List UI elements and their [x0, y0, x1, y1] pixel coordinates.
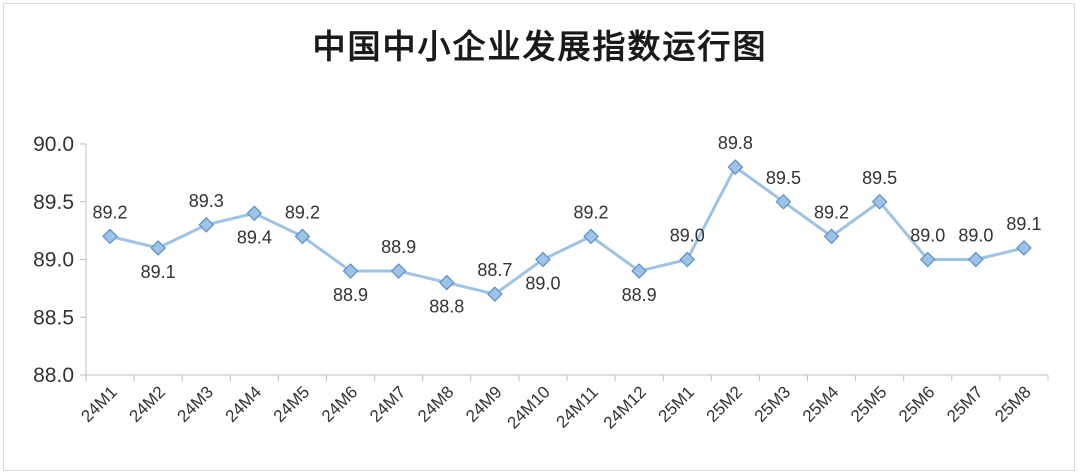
data-point-marker: [679, 251, 696, 268]
data-label: 88.8: [429, 297, 464, 317]
data-point-marker: [631, 263, 647, 279]
y-tick-label: 90.0: [33, 133, 74, 156]
data-point-marker: [871, 193, 888, 210]
chart-title: 中国中小企业发展指数运行图: [312, 27, 768, 66]
data-point-marker: [150, 240, 166, 256]
chart-frame: [3, 3, 1075, 471]
x-tick-label: 24M8: [414, 382, 458, 426]
data-label: 89.0: [910, 226, 945, 246]
series-line-group: 89.2 89.1 89.3 89.4 89.2 88.9 88.9 88.8 88.7 89.0…: [93, 133, 1042, 317]
data-point-marker: [583, 228, 599, 245]
x-tick-label: 25M6: [895, 382, 939, 426]
data-label: 88.9: [381, 237, 416, 257]
x-tick-label: 25M4: [799, 382, 843, 426]
data-point-marker: [775, 193, 792, 210]
data-label: 89.4: [237, 227, 272, 247]
data-label: 89.0: [670, 226, 705, 246]
y-tick-label: 89.0: [33, 249, 74, 272]
series-line: [109, 165, 1025, 296]
y-tick-label: 89.5: [33, 191, 74, 214]
data-point-marker: [294, 228, 311, 245]
x-tick-label: 24M4: [222, 382, 266, 426]
data-label: 89.1: [141, 262, 176, 282]
y-tick-label: 88.0: [33, 364, 74, 387]
data-label: 89.5: [862, 168, 897, 188]
data-point-marker: [438, 274, 455, 291]
data-point-marker: [823, 228, 840, 245]
data-point-marker: [1016, 240, 1032, 256]
x-tick-label: 25M2: [703, 382, 747, 426]
data-point-marker: [727, 159, 744, 175]
data-label: 89.0: [525, 274, 560, 294]
data-label: 89.2: [814, 202, 849, 222]
x-tick-label: 24M11: [553, 382, 602, 431]
x-tick-label: 24M5: [270, 382, 314, 426]
data-point-marker: [390, 263, 407, 279]
data-label: 89.1: [1006, 214, 1041, 234]
data-label: 89.0: [958, 226, 993, 246]
x-tick-label: 24M7: [366, 382, 410, 426]
x-tick-label: 24M6: [318, 382, 362, 426]
data-label: 88.9: [622, 285, 657, 305]
data-point-marker: [342, 263, 359, 279]
x-tick-label: 24M9: [462, 382, 506, 426]
data-label: 88.9: [333, 285, 368, 305]
data-label: 89.8: [718, 133, 753, 153]
x-tick-label: 24M2: [125, 382, 169, 426]
data-point-marker: [968, 251, 984, 268]
data-point-marker: [246, 205, 263, 222]
x-tick-label: 25M7: [943, 382, 987, 426]
y-axis: 88.0 88.5 89.0 89.5 90.0: [33, 133, 87, 387]
x-axis: 24M1 24M2 24M3 24M4 24M5 24M6 24M7 24M8 24M924M1…: [77, 374, 1049, 433]
data-point-marker: [198, 217, 215, 233]
x-tick-label: 25M1: [655, 382, 699, 426]
data-label: 89.3: [189, 191, 224, 211]
x-tick-label: 25M8: [991, 382, 1035, 426]
x-tick-label: 24M1: [77, 382, 121, 426]
x-tick-label: 24M12: [600, 382, 650, 432]
data-label: 88.7: [477, 260, 512, 280]
x-tick-label: 24M10: [504, 382, 554, 432]
data-point-marker: [919, 251, 936, 268]
x-tick-label: 25M5: [847, 382, 891, 426]
data-label: 89.2: [93, 202, 128, 222]
y-tick-label: 88.5: [33, 306, 74, 329]
data-label: 89.2: [285, 202, 320, 222]
data-point-marker: [102, 228, 118, 245]
x-tick-label: 25M3: [751, 382, 795, 426]
data-label: 89.5: [766, 168, 801, 188]
x-tick-label: 24M3: [174, 382, 218, 426]
data-point-marker: [535, 251, 551, 268]
data-point-marker: [487, 286, 503, 302]
data-label: 89.2: [574, 202, 609, 222]
